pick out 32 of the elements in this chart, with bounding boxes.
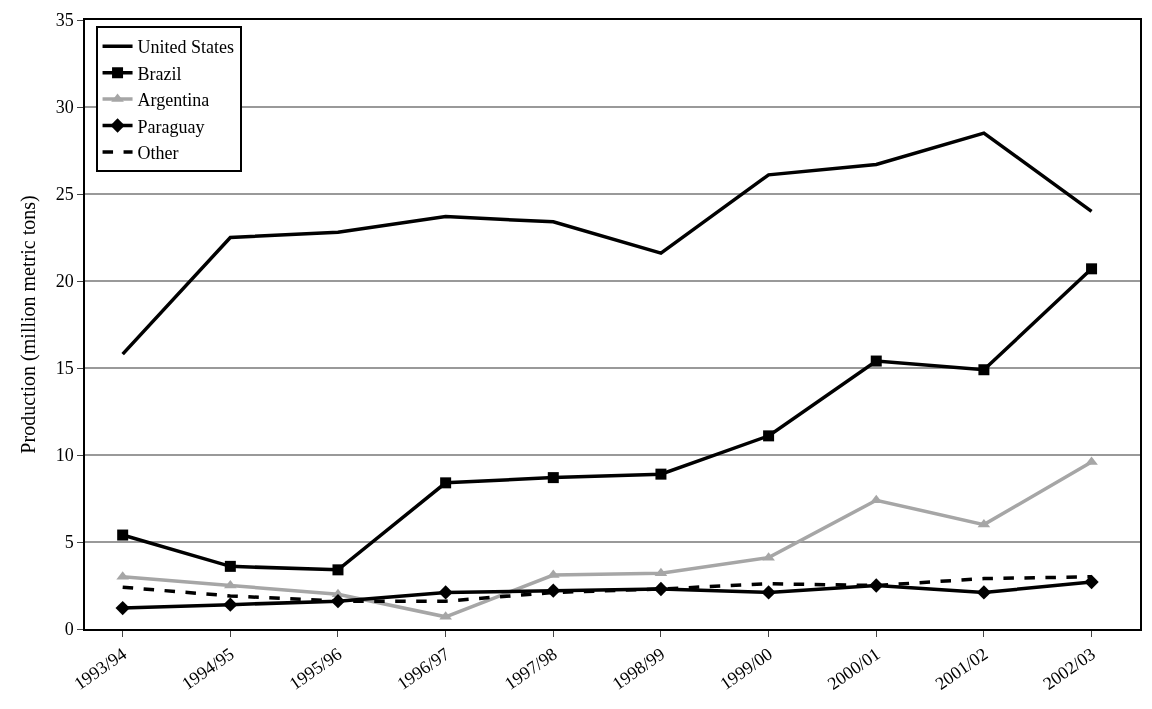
- point: [761, 585, 776, 600]
- point: [117, 529, 129, 541]
- y-tick-label: 0: [64, 619, 74, 640]
- point: [438, 585, 453, 600]
- y-tick-label: 35: [55, 10, 74, 31]
- point: [763, 430, 775, 442]
- point: [976, 585, 992, 600]
- point: [870, 355, 882, 367]
- point: [223, 597, 238, 612]
- point: [978, 364, 990, 376]
- point: [115, 600, 130, 616]
- point: [440, 477, 452, 489]
- point: [224, 560, 236, 572]
- point: [653, 581, 669, 597]
- legend-label: Paraguay: [137, 116, 205, 137]
- y-tick-label: 5: [64, 532, 74, 553]
- y-tick-label: 10: [55, 445, 74, 466]
- point: [1086, 263, 1098, 275]
- legend-label: Brazil: [137, 63, 182, 84]
- point: [332, 564, 344, 576]
- y-tick-label: 25: [55, 184, 74, 205]
- point: [546, 583, 561, 598]
- legend-label: Other: [137, 142, 179, 163]
- y-tick-label: 30: [55, 97, 74, 118]
- y-axis-title: Production (million metric tons): [16, 195, 40, 454]
- y-tick-label: 15: [55, 358, 74, 379]
- point: [655, 468, 667, 480]
- legend-label: United States: [137, 37, 235, 58]
- legend-label: Argentina: [137, 90, 210, 111]
- point: [547, 472, 559, 484]
- point: [654, 567, 668, 577]
- y-tick-label: 20: [55, 271, 74, 292]
